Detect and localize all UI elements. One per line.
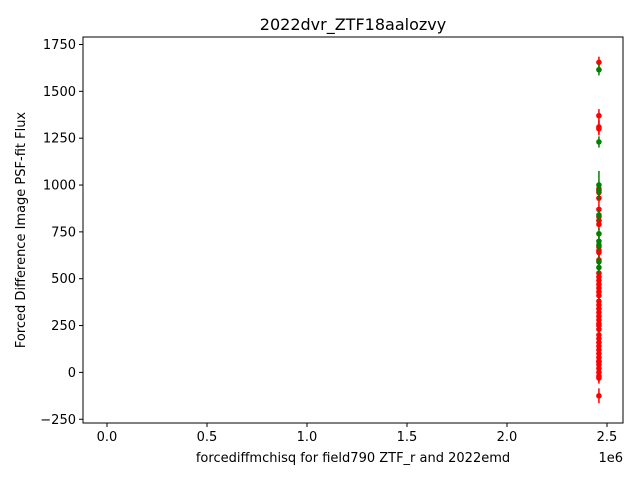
x-axis: 0.0 0.5 1.0 1.5 2.0 2.5 [97, 423, 618, 445]
plot-frame [82, 36, 624, 424]
data-point [596, 230, 602, 237]
data-layer [596, 56, 602, 404]
x-tick-label: 1.0 [297, 430, 318, 445]
y-tick-label: −250 [40, 413, 76, 428]
data-point [596, 393, 602, 399]
y-tick-label: 1000 [43, 179, 76, 194]
x-tick-label: 0.5 [197, 430, 218, 445]
x-tick-label: 1.5 [397, 430, 418, 445]
data-point [596, 139, 602, 145]
data-point [596, 375, 602, 381]
data-point [596, 212, 602, 218]
y-tick-label: 1750 [43, 38, 76, 53]
data-point [596, 359, 602, 365]
y-tick-label: 1500 [43, 85, 76, 100]
y-tick-label: 250 [51, 319, 76, 334]
data-point [596, 112, 602, 119]
data-point [596, 242, 602, 248]
series-1 [596, 64, 602, 274]
y-tick-label: 750 [51, 225, 76, 240]
data-point [596, 187, 602, 194]
x-tick-label: 2.5 [597, 430, 618, 445]
x-tick-label: 2.0 [497, 430, 518, 445]
data-point [596, 66, 602, 73]
x-offset-label: 1e6 [598, 451, 623, 466]
y-axis-label: Forced Difference Image PSF-fit Flux [14, 112, 29, 349]
data-point [596, 59, 602, 66]
y-tick-label: 0 [68, 366, 76, 381]
data-point [596, 264, 602, 271]
y-axis: −250 0 250 500 750 1000 1250 1500 1750 [40, 38, 83, 428]
data-point [596, 249, 602, 256]
data-point [596, 126, 602, 132]
chart-title: 2022dvr_ZTF18aalozvy [260, 15, 446, 35]
y-tick-label: 500 [51, 272, 76, 287]
x-tick-label: 0.0 [97, 430, 118, 445]
x-axis-label: forcediffmchisq for field790 ZTF_r and 2… [196, 451, 510, 466]
data-point [596, 221, 602, 228]
y-tick-label: 1250 [43, 132, 76, 147]
